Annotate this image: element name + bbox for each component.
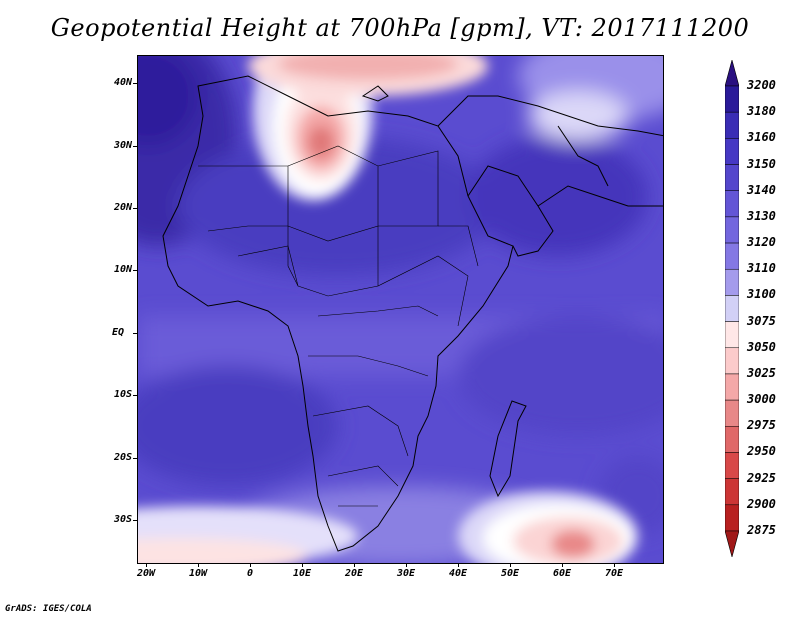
lon-tick: [198, 563, 199, 567]
colorbar-label: 3140: [747, 182, 776, 197]
lon-label-0: 0: [246, 568, 254, 579]
colorbar-label: 3000: [747, 392, 776, 407]
lat-label-30s: 30S: [113, 514, 132, 525]
colorbar-segment: [725, 426, 739, 453]
geopotential-field: [138, 56, 663, 563]
colorbar-bottom-arrow: [725, 530, 739, 557]
map-panel: [137, 55, 664, 564]
colorbar-segment: [725, 268, 739, 296]
colorbar-segment: [725, 242, 739, 270]
colorbar-label: 3160: [747, 130, 776, 145]
lat-tick: [133, 146, 137, 147]
colorbar-label: 3075: [747, 313, 776, 328]
colorbar: [725, 60, 739, 557]
colorbar-segment: [725, 216, 739, 244]
colorbar-segment: [725, 504, 739, 532]
lat-tick: [133, 333, 137, 334]
lat-label-eq: EQ: [111, 327, 124, 338]
lon-label-60e: 60E: [552, 568, 572, 579]
lat-tick: [133, 520, 137, 521]
lat-label-20s: 20S: [113, 452, 132, 463]
colorbar-label: 3050: [747, 339, 776, 354]
lat-tick: [133, 458, 137, 459]
colorbar-label: 3120: [747, 235, 776, 250]
lat-label-10n: 10N: [113, 264, 132, 275]
lon-label-40e: 40E: [448, 568, 468, 579]
colorbar-segment: [725, 478, 739, 506]
colorbar-segment: [725, 321, 739, 349]
lat-label-40n: 40N: [113, 77, 132, 88]
colorbar-label: 2900: [747, 496, 776, 511]
colorbar-label: 3150: [747, 156, 776, 171]
colorbar-label: 3130: [747, 208, 776, 223]
colorbar-label: 2950: [747, 444, 776, 459]
colorbar-top-arrow: [725, 60, 739, 87]
lon-label-10w: 10W: [188, 568, 208, 579]
lat-label-10s: 10S: [113, 389, 132, 400]
colorbar-segment: [725, 452, 739, 479]
lat-tick: [133, 83, 137, 84]
colorbar-label: 3100: [747, 287, 776, 302]
colorbar-label: 3180: [747, 104, 776, 119]
lat-label-20n: 20N: [113, 202, 132, 213]
colorbar-segment: [725, 164, 739, 191]
colorbar-segment: [725, 295, 739, 322]
lon-label-50e: 50E: [500, 568, 520, 579]
lon-tick: [354, 563, 355, 567]
lat-tick: [133, 270, 137, 271]
colorbar-segment: [725, 190, 739, 218]
lon-tick: [250, 563, 251, 567]
lon-tick: [614, 563, 615, 567]
colorbar-segment: [725, 347, 739, 375]
lon-tick: [302, 563, 303, 567]
colorbar-label: 3110: [747, 261, 776, 276]
colorbar-segment: [725, 399, 739, 427]
lon-tick: [562, 563, 563, 567]
lon-label-30e: 30E: [396, 568, 416, 579]
colorbar-segment: [725, 138, 739, 165]
credit-text: GrADS: IGES/COLA: [5, 604, 92, 614]
colorbar-label: 3200: [747, 78, 776, 92]
colorbar-label: 2875: [747, 523, 776, 537]
colorbar-segment: [725, 85, 739, 113]
lat-label-30n: 30N: [113, 140, 132, 151]
map-title: Geopotential Height at 700hPa [gpm], VT:…: [50, 14, 750, 42]
lon-label-20w: 20W: [136, 568, 156, 579]
lat-tick: [133, 395, 137, 396]
lon-tick: [510, 563, 511, 567]
lon-label-20e: 20E: [344, 568, 364, 579]
colorbar-label: 2975: [747, 418, 776, 433]
lon-tick: [146, 563, 147, 567]
lat-tick: [133, 208, 137, 209]
lon-tick: [406, 563, 407, 567]
colorbar-segment: [725, 111, 739, 139]
colorbar-label: 2925: [747, 470, 776, 485]
lon-label-10e: 10E: [292, 568, 312, 579]
lon-tick: [458, 563, 459, 567]
lon-label-70e: 70E: [604, 568, 624, 579]
colorbar-segment: [725, 373, 739, 401]
colorbar-label: 3025: [747, 365, 776, 380]
